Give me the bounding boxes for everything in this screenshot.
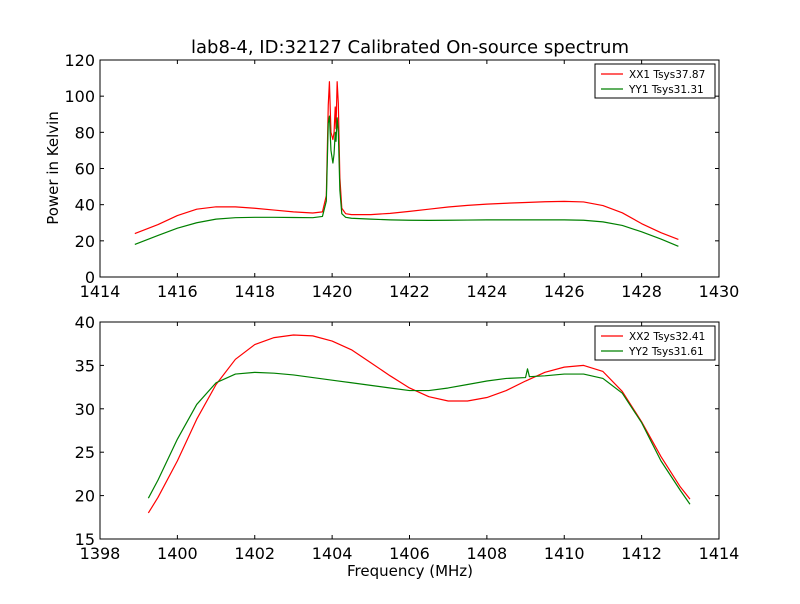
top-ylabel: Power in Kelvin <box>44 111 62 225</box>
top-legend-label-2: YY1 Tsys31.31 <box>628 84 704 96</box>
bottom-xtick-label: 1410 <box>544 544 585 563</box>
chart-title: lab8-4, ID:32127 Calibrated On-source sp… <box>191 37 629 58</box>
bottom-xtick-label: 1400 <box>157 544 198 563</box>
top-ytick-label: 120 <box>64 51 95 70</box>
bottom-series-line-1 <box>147 334 691 514</box>
top-xtick-label: 1422 <box>389 282 430 301</box>
top-ytick-label: 40 <box>75 196 95 215</box>
top-xtick-label: 1420 <box>312 282 353 301</box>
top-xtick-label: 1418 <box>234 282 275 301</box>
bottom-xtick-label: 1408 <box>467 544 508 563</box>
top-ytick-label: 60 <box>75 160 95 179</box>
top-ytick-label: 0 <box>85 268 95 287</box>
top-series-group <box>134 81 679 247</box>
top-xtick-label: 1430 <box>699 282 740 301</box>
top-legend-label-1: XX1 Tsys37.87 <box>629 69 705 81</box>
top-legend-box <box>594 63 716 99</box>
bottom-xtick-label: 1402 <box>234 544 275 563</box>
bottom-subplot: 1398 1400 1402 1404 1406 1408 1410 1412 1414 15 20… <box>75 313 740 563</box>
bottom-xtick-label: 1406 <box>389 544 430 563</box>
top-series-line-2 <box>134 115 679 247</box>
bottom-xtick-label: 1414 <box>699 544 740 563</box>
bottom-ytick-label: 40 <box>75 313 95 332</box>
bottom-ytick-label: 30 <box>75 400 95 419</box>
top-xtick-label: 1426 <box>544 282 585 301</box>
top-ytick-label: 80 <box>75 123 95 142</box>
bottom-ytick-label: 25 <box>75 443 95 462</box>
bottom-series-group <box>147 334 691 514</box>
bottom-xlabel: Frequency (MHz) <box>347 562 473 580</box>
bottom-series-line-2 <box>147 368 691 505</box>
bottom-xtick-label: 1398 <box>80 544 121 563</box>
top-xtick-label: 1414 <box>80 282 121 301</box>
bottom-legend-label-1: XX2 Tsys32.41 <box>629 331 705 343</box>
top-xtick-label: 1424 <box>467 282 508 301</box>
bottom-legend-box <box>594 325 716 361</box>
bottom-ytick-label: 35 <box>75 356 95 375</box>
top-legend: XX1 Tsys37.87 YY1 Tsys31.31 <box>594 63 716 99</box>
bottom-legend-label-2: YY2 Tsys31.61 <box>628 346 704 358</box>
bottom-ytick-label: 20 <box>75 487 95 506</box>
top-xtick-label: 1428 <box>621 282 662 301</box>
bottom-legend: XX2 Tsys32.41 YY2 Tsys31.61 <box>594 325 716 361</box>
bottom-xtick-label: 1404 <box>312 544 353 563</box>
top-ytick-label: 100 <box>64 87 95 106</box>
top-ytick-label: 20 <box>75 232 95 251</box>
bottom-xtick-label: 1412 <box>621 544 662 563</box>
bottom-ytick-label: 15 <box>75 530 95 549</box>
top-subplot: 1414 1416 1418 1420 1422 1424 1426 1428 1430 0 20 4… <box>64 51 739 301</box>
top-xtick-label: 1416 <box>157 282 198 301</box>
